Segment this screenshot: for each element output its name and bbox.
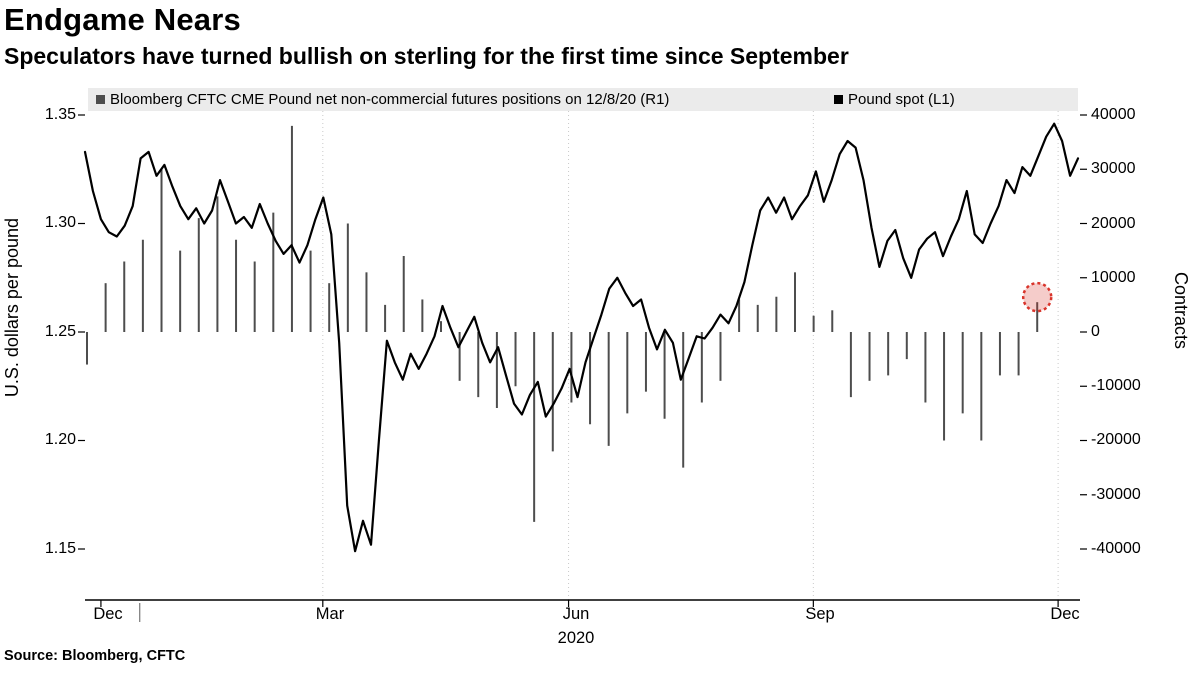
right-axis-title: Contracts	[1171, 272, 1191, 350]
legend-label-spot: Pound spot (L1)	[848, 91, 955, 108]
legend-item-spot: Pound spot (L1)	[834, 91, 955, 108]
x-axis-tick: Jun	[562, 605, 590, 623]
x-axis-tick: Sep	[805, 605, 835, 623]
page-subtitle: Speculators have turned bullish on sterl…	[4, 43, 849, 69]
legend-label-futures: Bloomberg CFTC CME Pound net non-commerc…	[110, 91, 670, 108]
right-axis-tick: -20000	[1091, 431, 1141, 448]
left-axis-tick: 1.30	[44, 214, 76, 231]
left-axis-tick: 1.20	[44, 431, 76, 448]
chart-canvas	[78, 111, 1087, 622]
left-axis-tick: 1.15	[44, 540, 76, 557]
right-axis-tick: 20000	[1091, 215, 1136, 232]
legend-item-futures: Bloomberg CFTC CME Pound net non-commerc…	[88, 91, 669, 108]
x-axis-tick: Dec	[1050, 605, 1080, 623]
source-credit: Source: Bloomberg, CFTC	[4, 648, 186, 664]
right-axis-tick: 0	[1091, 323, 1100, 340]
right-axis-tick: 10000	[1091, 269, 1136, 286]
left-axis-tick: 1.25	[44, 323, 76, 340]
right-axis-tick: -30000	[1091, 486, 1141, 503]
right-axis-tick: 40000	[1091, 106, 1136, 123]
x-axis-year-label: 2020	[557, 629, 595, 647]
highlight-circle	[1021, 281, 1053, 313]
legend: Bloomberg CFTC CME Pound net non-commerc…	[88, 88, 1078, 111]
right-axis-tick: -40000	[1091, 540, 1141, 557]
bar-series-marker-icon	[96, 95, 105, 104]
x-axis-tick: Dec	[93, 605, 123, 623]
line-series-marker-icon	[834, 95, 843, 104]
x-axis-tick: Mar	[315, 605, 345, 623]
right-axis-tick: -10000	[1091, 377, 1141, 394]
right-axis-tick: 30000	[1091, 160, 1136, 177]
left-axis-title: U.S. dollars per pound	[2, 218, 22, 398]
page-title: Endgame Nears	[4, 2, 241, 37]
left-axis-tick: 1.35	[44, 106, 76, 123]
